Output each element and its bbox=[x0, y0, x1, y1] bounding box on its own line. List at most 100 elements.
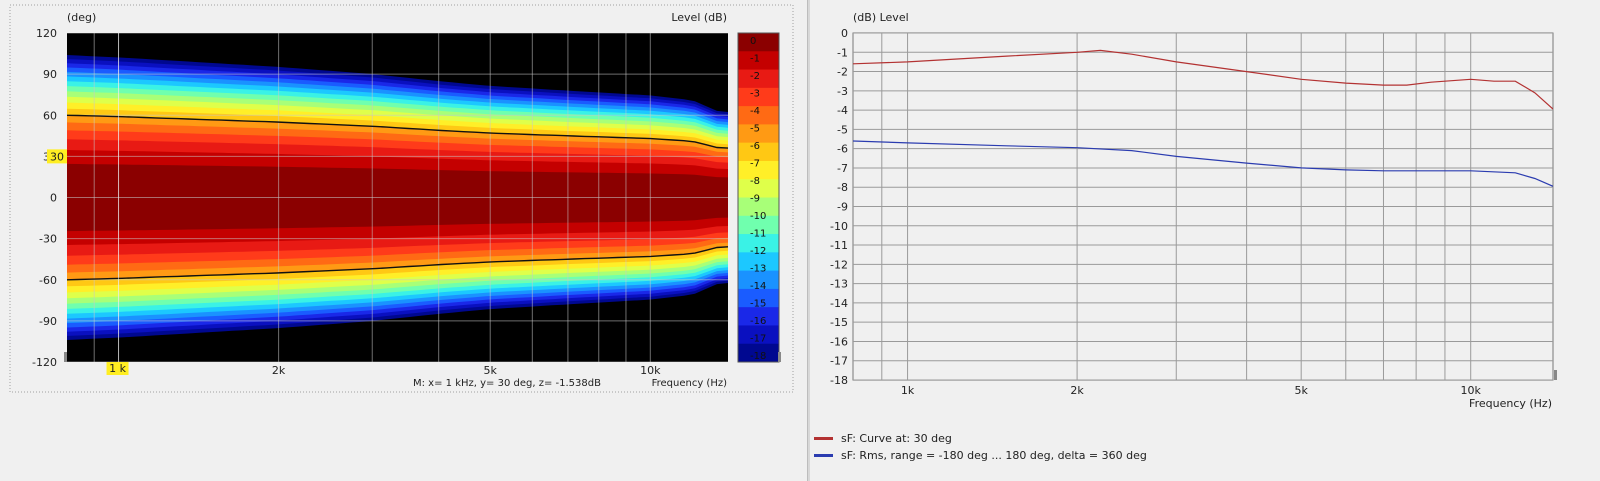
colorbar-cell bbox=[738, 106, 779, 125]
level-y-tick-label: -18 bbox=[830, 374, 848, 387]
colorbar-tick-label: -1 bbox=[750, 54, 760, 65]
level-y-tick-label: -9 bbox=[837, 201, 848, 214]
level-x-tick-label: 2k bbox=[1070, 384, 1084, 397]
colorbar-cell bbox=[738, 33, 779, 52]
colorbar-cell bbox=[738, 142, 779, 162]
legend-label-curve: sF: Curve at: 30 deg bbox=[841, 431, 952, 445]
series-line-curve-30deg bbox=[853, 49, 1553, 110]
level-x-axis-label: Frequency (Hz) bbox=[1469, 397, 1552, 410]
heatmap-colorbar-label: Level (dB) bbox=[671, 11, 727, 24]
level-y-tick-label: -11 bbox=[830, 239, 848, 252]
colorbar-tick-label: -18 bbox=[750, 351, 766, 362]
level-y-tick-label: -14 bbox=[830, 297, 848, 310]
colorbar-cell bbox=[738, 179, 779, 198]
level-y-tick-label: -10 bbox=[830, 220, 848, 233]
colorbar-cell bbox=[738, 252, 779, 272]
colorbar-frame bbox=[737, 32, 780, 363]
heatmap-x-tick-label: 10k bbox=[640, 364, 661, 377]
colorbar-tick-label: -3 bbox=[750, 89, 760, 100]
colorbar-cell bbox=[738, 87, 779, 107]
cursor-x-label: 1 k bbox=[109, 362, 126, 375]
colorbar-cell bbox=[738, 307, 779, 326]
colorbar-cell bbox=[738, 51, 779, 71]
heatmap-y-tick-label: -60 bbox=[39, 274, 57, 287]
colorbar-cell bbox=[738, 197, 779, 217]
colorbar-cell bbox=[738, 343, 779, 363]
colorbar-tick-label: -17 bbox=[750, 334, 766, 345]
heatmap-y-tick-label: 90 bbox=[43, 68, 57, 81]
legend-item-rms: sF: Rms, range = -180 deg ... 180 deg, d… bbox=[814, 447, 1147, 463]
heatmap-y-tick-label: 120 bbox=[36, 27, 57, 40]
heatmap-y-tick-label: 0 bbox=[50, 192, 57, 205]
level-y-tick-label: -8 bbox=[837, 181, 848, 194]
colorbar-tick-label: -2 bbox=[750, 71, 760, 82]
legend-label-rms: sF: Rms, range = -180 deg ... 180 deg, d… bbox=[841, 448, 1147, 462]
level-x-tick-label: 1k bbox=[901, 384, 915, 397]
colorbar-cell bbox=[738, 234, 779, 253]
contour-line-upper bbox=[67, 114, 728, 149]
level-y-tick-label: -4 bbox=[837, 104, 848, 117]
colorbar-tick-label: -16 bbox=[750, 316, 766, 327]
legend-swatch-blue bbox=[814, 453, 833, 457]
colorbar-cell bbox=[738, 124, 779, 144]
cursor-x-marker[interactable] bbox=[106, 362, 129, 375]
colorbar-tick-label: -5 bbox=[750, 124, 760, 135]
legend-item-curve: sF: Curve at: 30 deg bbox=[814, 430, 952, 446]
panel-divider[interactable] bbox=[807, 0, 810, 481]
colorbar-tick-label: -8 bbox=[750, 176, 760, 187]
cursor-y-marker[interactable] bbox=[47, 149, 67, 164]
colorbar-cell bbox=[738, 270, 779, 290]
contour-line-lower bbox=[67, 246, 728, 281]
level-chart-panel: 0 -1 -2 -3 -4 -5 -6 -7 -8 -9 -10 -11 -12 -13 -14 -15 -16… bbox=[810, 0, 1600, 481]
heatmap-y-tick-label: 60 bbox=[43, 109, 57, 122]
level-line-chart: 0 -1 -2 -3 -4 -5 -6 -7 -8 -9 -10 -11 -12 -13 -14 -15 -16… bbox=[830, 11, 1557, 433]
colorbar-tick-label: -9 bbox=[750, 194, 760, 205]
series-line-rms bbox=[853, 140, 1553, 187]
colorbar-cell bbox=[738, 215, 779, 235]
heatmap-y-tick-label: -120 bbox=[32, 356, 57, 369]
level-y-tick-label: -6 bbox=[837, 143, 848, 156]
cursor-y-label: 30 bbox=[50, 150, 64, 163]
level-x-tick-label: 10k bbox=[1461, 384, 1482, 397]
colorbar-tick-label: -14 bbox=[750, 281, 766, 292]
colorbar-tick-label: -6 bbox=[750, 141, 760, 152]
level-y-tick-label: -7 bbox=[837, 162, 848, 175]
level-y-tick-label: -13 bbox=[830, 278, 848, 291]
colorbar-tick-label: -11 bbox=[750, 229, 766, 240]
level-y-tick-label: -3 bbox=[837, 85, 848, 98]
legend-swatch-red bbox=[814, 436, 833, 440]
level-y-tick-label: 0 bbox=[841, 27, 848, 40]
colorbar-tick-label: 0 bbox=[750, 36, 756, 47]
level-y-tick-label: -1 bbox=[837, 46, 848, 59]
level-scroll-handle-right[interactable] bbox=[1554, 370, 1557, 380]
marker-readout: M: x= 1 kHz, y= 30 deg, z= -1.538dB bbox=[413, 378, 601, 389]
colorbar-tick-label: -10 bbox=[750, 211, 766, 222]
heatmap-x-tick-label: 5k bbox=[484, 364, 498, 377]
heatmap-x-axis-label: Frequency (Hz) bbox=[652, 378, 728, 389]
level-x-tick-label: 5k bbox=[1295, 384, 1309, 397]
colorbar-scroll-handle[interactable] bbox=[778, 352, 781, 362]
heatmap-x-tick-label: 2k bbox=[272, 364, 286, 377]
colorbar-cell bbox=[738, 288, 779, 308]
level-y-tick-label: -5 bbox=[837, 123, 848, 136]
level-y-axis-label: (dB) Level bbox=[853, 11, 909, 24]
colorbar-tick-label: -7 bbox=[750, 159, 760, 170]
level-y-tick-label: -12 bbox=[830, 258, 848, 271]
colorbar-cell bbox=[738, 69, 779, 89]
heatmap-y-tick-label: -90 bbox=[39, 315, 57, 328]
colorbar-tick-label: -13 bbox=[750, 264, 766, 275]
heatmap-y-tick-label: -30 bbox=[39, 233, 57, 246]
heatmap-y-axis-label: (deg) bbox=[67, 11, 96, 24]
colorbar-tick-label: -4 bbox=[750, 106, 760, 117]
level-y-tick-label: -15 bbox=[830, 316, 848, 329]
colorbar-cell bbox=[738, 160, 779, 180]
level-y-tick-label: -2 bbox=[837, 66, 848, 79]
colorbar-tick-label: -15 bbox=[750, 299, 766, 310]
heatmap-scroll-handle-left[interactable] bbox=[64, 352, 67, 362]
colorbar-tick-label: -12 bbox=[750, 246, 766, 257]
colorbar-cell bbox=[738, 325, 779, 345]
level-y-tick-label: -17 bbox=[830, 355, 848, 368]
level-y-tick-label: -16 bbox=[830, 335, 848, 348]
